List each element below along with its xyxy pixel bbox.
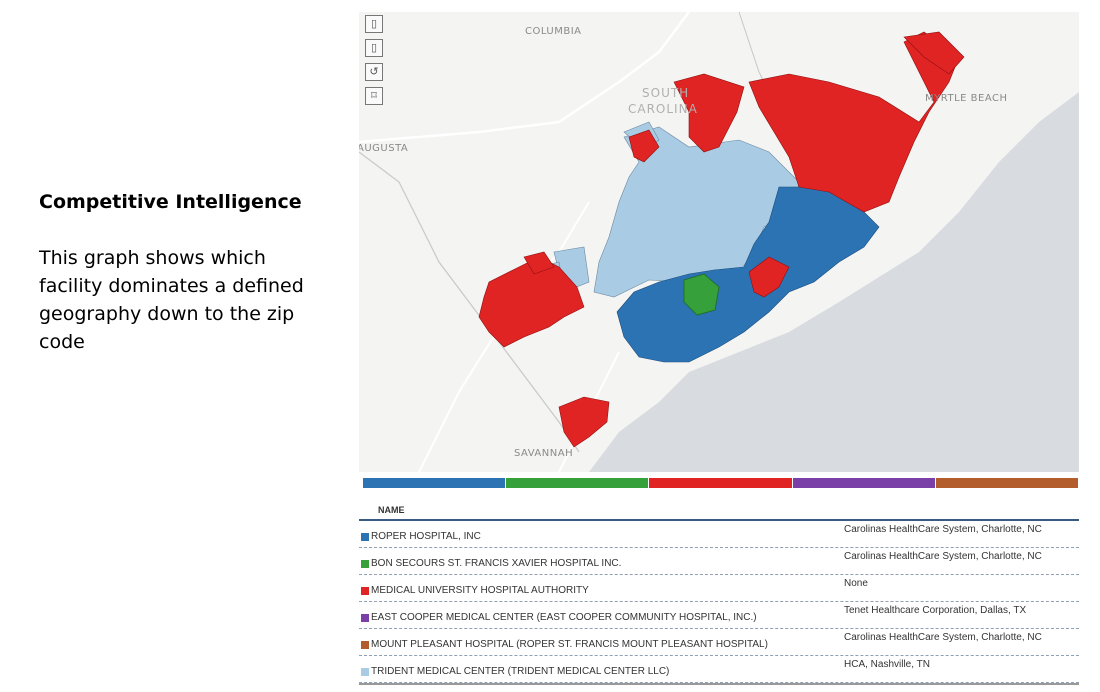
state-border (359, 151, 580, 453)
facility-name: MEDICAL UNIVERSITY HOSPITAL AUTHORITY (371, 585, 589, 596)
table-header-name: NAME (359, 500, 1079, 521)
reset-icon[interactable]: ↺ (365, 63, 383, 81)
health-system: Tenet Healthcare Corporation, Dallas, TX (844, 605, 1027, 616)
health-system: None (844, 578, 868, 589)
legend-segment (363, 478, 507, 488)
table-row[interactable]: TRIDENT MEDICAL CENTER (TRIDENT MEDICAL … (359, 656, 1079, 683)
legend-segment (792, 478, 936, 488)
state-label-line1: SOUTH (642, 86, 690, 100)
table-bottom-rule (359, 683, 1079, 685)
facility-name: BON SECOURS ST. FRANCIS XAVIER HOSPITAL … (371, 558, 622, 569)
facility-name: TRIDENT MEDICAL CENTER (TRIDENT MEDICAL … (371, 666, 670, 677)
zoom-out-icon[interactable]: ▯ (365, 39, 383, 57)
color-swatch (361, 668, 369, 676)
city-label-myrtle-beach: MYRTLE BEACH (925, 93, 1008, 104)
legend-segment (506, 478, 650, 488)
facility-table: NAME ROPER HOSPITAL, INC Carolinas Healt… (359, 500, 1079, 685)
color-swatch (361, 641, 369, 649)
slide-description: This graph shows which facility dominate… (39, 247, 304, 353)
ocean (589, 92, 1079, 472)
facility-name: MOUNT PLEASANT HOSPITAL (ROPER ST. FRANC… (371, 639, 768, 650)
choropleth-map[interactable]: ▯ ▯ ↺ ⌑ COLUMBIA SOUTH CAROLINA MYRTLE B… (359, 12, 1079, 472)
legend-segment (649, 478, 793, 488)
road-line (359, 12, 690, 144)
state-label-line2: CAROLINA (628, 102, 698, 116)
legend-color-bar (363, 478, 1080, 488)
health-system: Carolinas HealthCare System, Charlotte, … (844, 551, 1042, 562)
facility-name: EAST COOPER MEDICAL CENTER (EAST COOPER … (371, 612, 757, 623)
legend-segment (935, 478, 1080, 488)
table-row[interactable]: MOUNT PLEASANT HOSPITAL (ROPER ST. FRANC… (359, 629, 1079, 656)
color-swatch (361, 614, 369, 622)
city-label-savannah: SAVANNAH (514, 448, 574, 459)
bon-secours-zip-region (683, 273, 720, 316)
table-row[interactable]: BON SECOURS ST. FRANCIS XAVIER HOSPITAL … (359, 548, 1079, 575)
color-swatch (361, 587, 369, 595)
slide-text-panel: Competitive Intelligence This graph show… (39, 188, 309, 356)
city-label-columbia: COLUMBIA (525, 26, 582, 37)
slide-heading: Competitive Intelligence (39, 191, 302, 213)
health-system: HCA, Nashville, TN (844, 659, 930, 670)
facility-name: ROPER HOSPITAL, INC (371, 531, 481, 542)
health-system: Carolinas HealthCare System, Charlotte, … (844, 632, 1042, 643)
table-row[interactable]: ROPER HOSPITAL, INC Carolinas HealthCare… (359, 521, 1079, 548)
zoom-in-icon[interactable]: ▯ (365, 15, 383, 33)
health-system: Carolinas HealthCare System, Charlotte, … (844, 524, 1042, 535)
select-icon[interactable]: ⌑ (365, 87, 383, 105)
color-swatch (361, 533, 369, 541)
table-row[interactable]: MEDICAL UNIVERSITY HOSPITAL AUTHORITY No… (359, 575, 1079, 602)
color-swatch (361, 560, 369, 568)
musc-zip-regions (478, 31, 965, 448)
city-label-augusta: AUGUSTA (359, 143, 409, 154)
table-row[interactable]: EAST COOPER MEDICAL CENTER (EAST COOPER … (359, 602, 1079, 629)
map-canvas[interactable] (359, 12, 1079, 472)
